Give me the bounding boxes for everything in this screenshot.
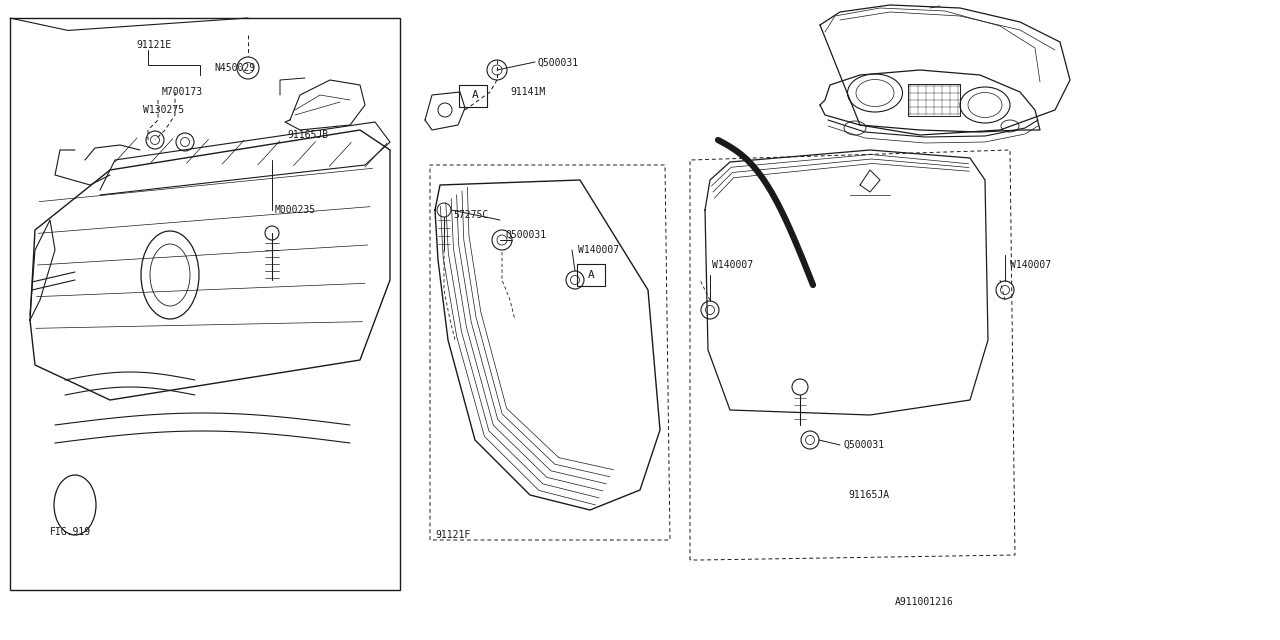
Text: FIG.919: FIG.919 — [50, 527, 91, 537]
Text: M700173: M700173 — [163, 87, 204, 97]
Text: A: A — [588, 270, 594, 280]
Text: M000235: M000235 — [275, 205, 316, 215]
Text: W130275: W130275 — [143, 105, 184, 115]
Text: W140007: W140007 — [579, 245, 620, 255]
Text: N450029: N450029 — [214, 63, 255, 73]
Text: 91165JA: 91165JA — [849, 490, 890, 500]
Text: Q500031: Q500031 — [538, 58, 579, 68]
Text: Q500031: Q500031 — [844, 440, 884, 450]
Text: W140007: W140007 — [1010, 260, 1051, 270]
Text: A911001216: A911001216 — [895, 597, 954, 607]
Text: Q500031: Q500031 — [506, 230, 547, 240]
Text: W140007: W140007 — [712, 260, 753, 270]
Bar — [908, 84, 960, 116]
Text: A: A — [471, 90, 479, 100]
Text: 57275C: 57275C — [453, 210, 488, 220]
Text: 91121F: 91121F — [435, 530, 470, 540]
Text: 91165JB: 91165JB — [287, 130, 328, 140]
Text: 91141M: 91141M — [509, 87, 545, 97]
Text: 91121E: 91121E — [136, 40, 172, 50]
